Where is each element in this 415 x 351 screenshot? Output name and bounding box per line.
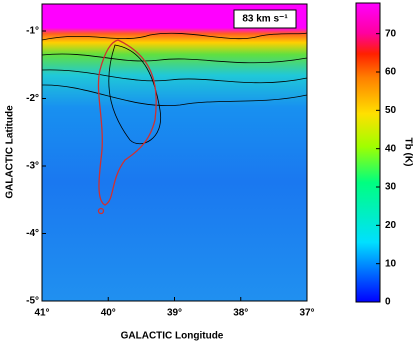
colorbar-tick-label: 60 — [385, 67, 397, 78]
x-axis-label: GALACTIC Longitude — [121, 331, 224, 342]
y-tick-label: -1° — [26, 26, 39, 37]
x-tick-label: 39° — [167, 308, 182, 319]
annotation: 83 km s⁻¹ — [242, 14, 288, 25]
colorbar — [355, 2, 381, 303]
x-tick-label: 38° — [233, 308, 248, 319]
y-tick-label: -2° — [26, 93, 39, 104]
contour — [108, 44, 162, 145]
colorbar-label: Tb (K) — [402, 138, 413, 167]
colorbar-tick-label: 50 — [385, 105, 397, 116]
source-outline — [97, 207, 105, 215]
x-tick-label: 37° — [299, 308, 314, 319]
y-tick-label: -4° — [26, 228, 39, 239]
source-outline — [97, 39, 157, 206]
y-axis-label: GALACTIC Latitude — [5, 105, 16, 199]
colorbar-tick-label: 30 — [385, 182, 397, 193]
contour — [41, 32, 308, 41]
colorbar-tick-label: 40 — [385, 143, 397, 154]
y-tick-label: -3° — [26, 161, 39, 172]
x-tick-label: 41° — [34, 308, 49, 319]
annotation-box — [233, 9, 297, 29]
colorbar-tick-label: 0 — [385, 297, 391, 308]
colorbar-tick-label: 10 — [385, 258, 397, 269]
contour — [41, 69, 308, 84]
contour — [41, 53, 308, 64]
x-tick-label: 40° — [101, 308, 116, 319]
y-tick-label: -5° — [26, 296, 39, 307]
colorbar-tick-label: 20 — [385, 220, 397, 231]
colorbar-tick-label: 70 — [385, 28, 397, 39]
map-image — [42, 4, 307, 301]
contour — [41, 84, 308, 107]
